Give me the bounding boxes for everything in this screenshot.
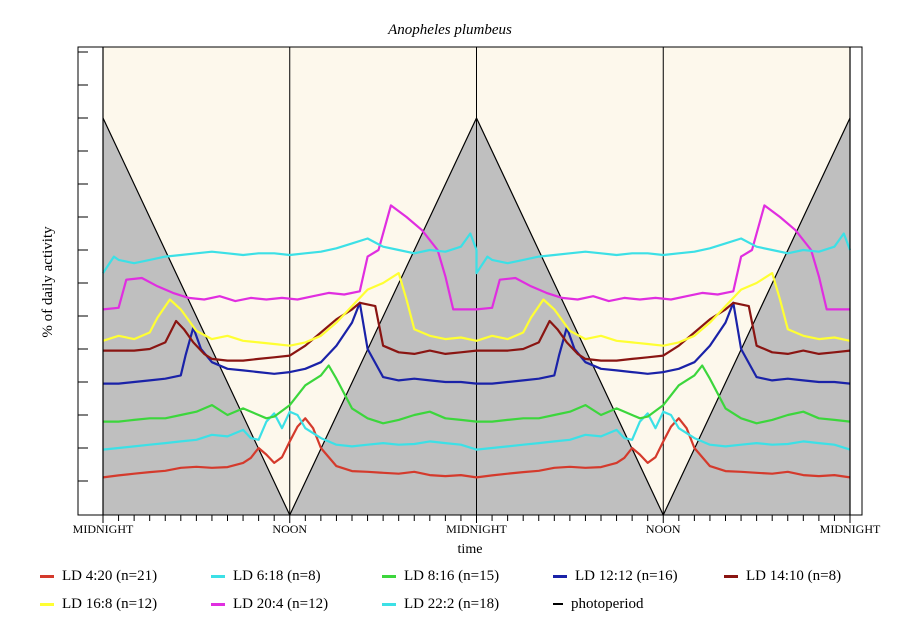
legend-item-ld-16-8: LD 16:8 (n=12) xyxy=(40,596,211,613)
activity-chart: Anopheles plumbeus MIDNIGHT NOON MIDNIGHT N… xyxy=(40,22,881,557)
series-line xyxy=(102,272,851,347)
legend-label: LD 22:2 (n=18) xyxy=(404,595,500,612)
chart-title: Anopheles plumbeus xyxy=(387,22,512,38)
legend-item-ld-6-18: LD 6:18 (n=8) xyxy=(211,568,382,585)
legend-row-2: LD 16:8 (n=12) LD 20:4 (n=12) LD 22:2 (n… xyxy=(40,590,900,618)
photoperiod-lines xyxy=(102,47,851,517)
plot-border xyxy=(77,46,863,516)
legend-item-ld-20-4: LD 20:4 (n=12) xyxy=(211,596,382,613)
legend-item-ld-22-2: LD 22:2 (n=18) xyxy=(382,596,553,613)
series-line xyxy=(102,410,851,451)
legend-swatch xyxy=(553,574,567,578)
legend-label: LD 16:8 (n=12) xyxy=(62,595,158,612)
x-tick-label: NOON xyxy=(646,522,681,536)
chart-legend: LD 4:20 (n=21) LD 6:18 (n=8) LD 8:16 (n=… xyxy=(40,562,900,618)
series-line xyxy=(102,204,850,311)
legend-swatch xyxy=(40,574,54,578)
plot-frame xyxy=(77,46,863,516)
series-line xyxy=(102,232,852,275)
series-line xyxy=(103,364,851,425)
legend-label: LD 20:4 (n=12) xyxy=(233,595,329,612)
legend-swatch xyxy=(724,574,738,578)
series-line xyxy=(103,301,851,385)
legend-item-ld-8-16: LD 8:16 (n=15) xyxy=(382,568,553,585)
y-axis-ticks xyxy=(78,51,88,482)
x-tick-label: MIDNIGHT xyxy=(73,522,134,536)
series-lines xyxy=(102,204,852,479)
series-line xyxy=(103,301,851,362)
legend-label: LD 14:10 (n=8) xyxy=(746,567,842,584)
x-tick-label: NOON xyxy=(272,522,307,536)
legend-item-photoperiod: photoperiod xyxy=(553,596,724,613)
x-axis-tick-labels: MIDNIGHT NOON MIDNIGHT NOON MIDNIGHT xyxy=(73,522,881,536)
legend-label: LD 4:20 (n=21) xyxy=(62,567,158,584)
legend-item-ld-12-12: LD 12:12 (n=16) xyxy=(553,568,724,585)
legend-swatch xyxy=(382,602,396,606)
legend-swatch xyxy=(211,574,225,578)
x-tick-label: MIDNIGHT xyxy=(820,522,881,536)
legend-swatch xyxy=(382,574,396,578)
legend-swatch xyxy=(40,602,54,606)
legend-swatch xyxy=(211,602,225,606)
legend-item-ld-4-20: LD 4:20 (n=21) xyxy=(40,568,211,585)
legend-row-1: LD 4:20 (n=21) LD 6:18 (n=8) LD 8:16 (n=… xyxy=(40,562,900,590)
legend-label: photoperiod xyxy=(571,595,644,612)
legend-label: LD 8:16 (n=15) xyxy=(404,567,500,584)
legend-swatch xyxy=(553,603,563,605)
x-tick-label: MIDNIGHT xyxy=(446,522,507,536)
legend-label: LD 12:12 (n=16) xyxy=(575,567,678,584)
x-axis-ticks xyxy=(102,515,851,523)
y-axis-label: % of daily activity xyxy=(40,226,56,338)
legend-label: LD 6:18 (n=8) xyxy=(233,567,321,584)
x-axis-label: time xyxy=(458,542,483,557)
legend-item-ld-14-10: LD 14:10 (n=8) xyxy=(724,568,895,585)
series-line xyxy=(102,417,851,479)
